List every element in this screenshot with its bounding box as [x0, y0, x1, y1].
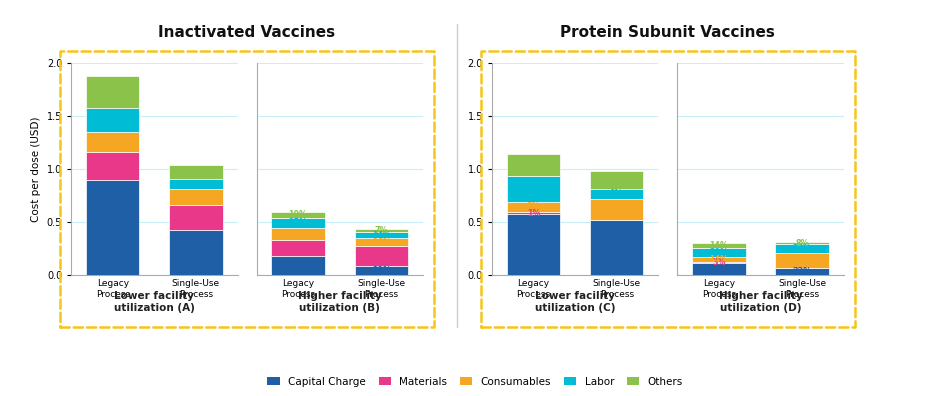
- Text: 9%: 9%: [610, 189, 623, 198]
- Bar: [354, 232, 408, 238]
- Bar: [272, 255, 325, 275]
- Bar: [590, 189, 643, 199]
- Text: 8%: 8%: [795, 238, 808, 248]
- Text: 22%: 22%: [792, 267, 811, 276]
- Text: Inactivated Vaccines: Inactivated Vaccines: [159, 25, 335, 40]
- Bar: [354, 228, 408, 232]
- Text: 14%: 14%: [104, 161, 123, 170]
- Bar: [775, 242, 828, 244]
- Text: 19%: 19%: [289, 229, 308, 238]
- Text: Higher facility
utilization (D): Higher facility utilization (D): [718, 291, 803, 313]
- Bar: [693, 261, 746, 263]
- Text: 44%: 44%: [792, 256, 811, 265]
- Bar: [272, 211, 325, 218]
- Bar: [775, 268, 828, 275]
- Text: 17%: 17%: [607, 176, 626, 185]
- Bar: [693, 248, 746, 257]
- Bar: [86, 76, 140, 108]
- Text: 10%: 10%: [289, 210, 308, 219]
- Text: 25%: 25%: [289, 243, 308, 252]
- Text: 16%: 16%: [371, 238, 390, 247]
- Text: 18%: 18%: [524, 161, 543, 170]
- Bar: [169, 205, 222, 230]
- Text: 10%: 10%: [104, 137, 123, 146]
- Text: Lower facility
utilization (A): Lower facility utilization (A): [114, 291, 195, 313]
- Bar: [354, 267, 408, 275]
- Text: 41%: 41%: [186, 248, 205, 257]
- Text: 48%: 48%: [104, 223, 123, 232]
- Bar: [507, 202, 560, 212]
- Bar: [169, 179, 222, 189]
- Text: 44%: 44%: [371, 251, 390, 261]
- Text: 20%: 20%: [607, 205, 626, 214]
- Bar: [693, 263, 746, 275]
- Text: 15%: 15%: [289, 218, 308, 227]
- Bar: [693, 244, 746, 248]
- Bar: [86, 152, 140, 180]
- Bar: [169, 189, 222, 205]
- Text: 14%: 14%: [186, 192, 205, 202]
- Bar: [272, 228, 325, 240]
- Text: 40%: 40%: [710, 265, 729, 273]
- Bar: [507, 212, 560, 213]
- Bar: [354, 238, 408, 246]
- Text: 25%: 25%: [792, 244, 811, 253]
- Text: 23%: 23%: [186, 213, 205, 222]
- Text: 9%: 9%: [527, 202, 541, 211]
- Text: 51%: 51%: [524, 240, 543, 249]
- Text: Protein Subunit Vaccines: Protein Subunit Vaccines: [560, 25, 775, 40]
- Text: 14%: 14%: [371, 230, 390, 240]
- Text: 1%: 1%: [527, 209, 541, 217]
- Text: 21%: 21%: [524, 185, 543, 193]
- Bar: [272, 218, 325, 228]
- Text: 31%: 31%: [289, 261, 308, 270]
- Text: 53%: 53%: [607, 243, 626, 252]
- Bar: [693, 257, 746, 261]
- Text: 29%: 29%: [710, 248, 729, 257]
- Text: 13%: 13%: [186, 168, 205, 177]
- Text: 14%: 14%: [710, 241, 729, 250]
- Bar: [507, 176, 560, 202]
- Bar: [590, 199, 643, 220]
- Text: 9%: 9%: [189, 180, 202, 189]
- Text: Lower facility
utilization (C): Lower facility utilization (C): [535, 291, 616, 313]
- Bar: [775, 253, 828, 268]
- Text: 7%: 7%: [374, 226, 388, 235]
- Bar: [272, 240, 325, 255]
- Bar: [507, 154, 560, 176]
- Bar: [86, 108, 140, 132]
- Y-axis label: Cost per dose (USD): Cost per dose (USD): [31, 116, 41, 222]
- Bar: [86, 132, 140, 152]
- Legend: Capital Charge, Materials, Consumables, Labor, Others: Capital Charge, Materials, Consumables, …: [263, 373, 687, 391]
- Text: Higher facility
utilization (B): Higher facility utilization (B): [297, 291, 382, 313]
- Bar: [775, 244, 828, 253]
- Bar: [590, 220, 643, 275]
- Bar: [86, 180, 140, 275]
- Bar: [169, 165, 222, 179]
- Text: 12%: 12%: [104, 115, 123, 124]
- Text: 19%: 19%: [371, 266, 390, 275]
- Bar: [169, 230, 222, 275]
- Text: 14%: 14%: [710, 255, 729, 264]
- Bar: [354, 246, 408, 267]
- Text: 16%: 16%: [104, 88, 123, 97]
- Bar: [590, 171, 643, 189]
- Text: 3%: 3%: [712, 257, 726, 267]
- Bar: [507, 213, 560, 275]
